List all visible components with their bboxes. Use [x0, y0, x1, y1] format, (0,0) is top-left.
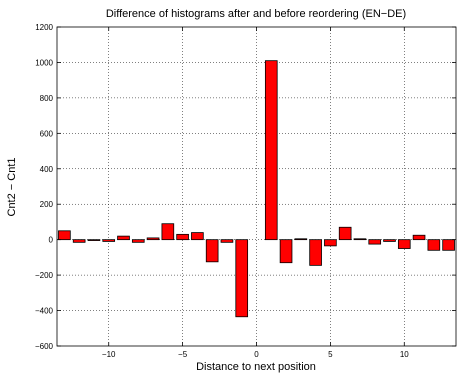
- x-tick-label: 10: [400, 350, 409, 359]
- y-tick-label: 1200: [35, 23, 53, 32]
- bar: [102, 239, 116, 242]
- bar: [117, 235, 130, 241]
- bar: [176, 233, 189, 241]
- bar: [72, 239, 86, 243]
- bar-layer: [58, 60, 455, 318]
- grid-layer: [57, 27, 456, 346]
- bar: [397, 239, 411, 249]
- x-tick-label: 0: [254, 350, 259, 359]
- bar: [191, 232, 204, 241]
- bar: [412, 234, 426, 241]
- tick-layer: −600 −400 −200 0 200 400 600 800 1000 1200 −10 −5 0 5…: [35, 23, 456, 359]
- bar: [58, 230, 71, 241]
- x-axis-label: Distance to next position: [196, 361, 316, 373]
- bar: [383, 239, 396, 242]
- bar: [309, 239, 322, 266]
- y-tick-label: 200: [40, 200, 54, 209]
- y-tick-label: 0: [49, 236, 54, 245]
- chart-title: Difference of histograms after and befor…: [106, 8, 406, 20]
- y-tick-label: 400: [40, 165, 54, 174]
- bar: [442, 239, 455, 251]
- bar: [205, 239, 219, 263]
- y-tick-label: 1000: [35, 58, 53, 67]
- bar: [146, 237, 160, 241]
- y-tick-label: −200: [35, 271, 54, 280]
- x-tick-label: 5: [328, 350, 333, 359]
- bar: [220, 239, 234, 243]
- bar: [324, 239, 337, 247]
- bar: [235, 239, 249, 318]
- y-tick-label: 600: [40, 129, 54, 138]
- y-tick-label: 800: [40, 94, 54, 103]
- y-tick-label: −400: [35, 307, 54, 316]
- bar: [353, 238, 367, 241]
- bar: [87, 239, 101, 241]
- x-tick-label: −10: [102, 350, 116, 359]
- x-tick-label: −5: [178, 350, 188, 359]
- bar: [279, 239, 293, 264]
- bar: [131, 239, 145, 243]
- bar: [264, 60, 278, 241]
- bar: [368, 239, 382, 245]
- bar: [338, 226, 352, 241]
- bar: [161, 223, 175, 241]
- bar: [427, 239, 441, 251]
- y-axis-label: Cnt2 − Cnt1: [6, 157, 18, 216]
- y-tick-label: −600: [35, 342, 54, 351]
- bar: [294, 238, 308, 241]
